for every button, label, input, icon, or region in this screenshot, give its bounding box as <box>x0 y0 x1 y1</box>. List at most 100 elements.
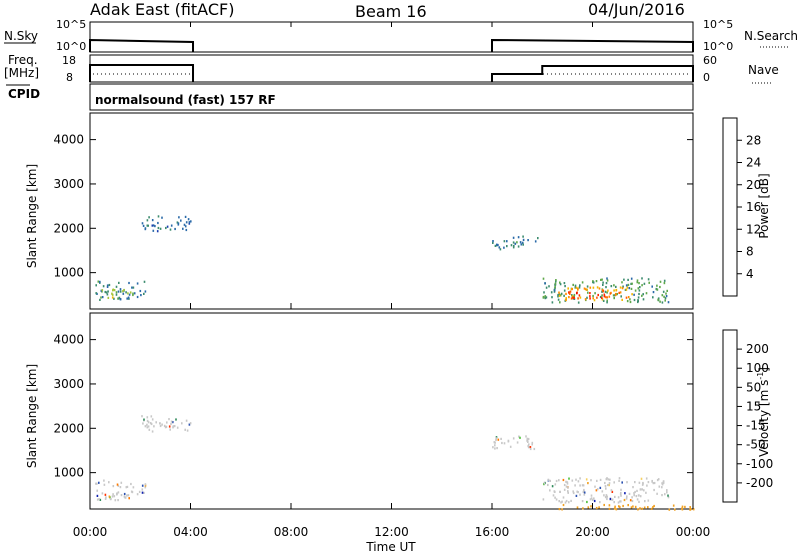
nave-label: Nave <box>748 63 779 77</box>
power-scale-label-4: 20 <box>746 178 761 192</box>
velocity-cell-2-12 <box>531 443 533 446</box>
power-cell-4-10 <box>594 292 596 295</box>
power-cell-4-13 <box>553 290 556 293</box>
power-cell-0-49 <box>113 297 115 300</box>
velocity-cell-0-33 <box>109 498 112 501</box>
velocity-cell-3-54 <box>565 480 567 483</box>
power-cell-0-34 <box>140 294 142 297</box>
velocity-cell-3-157 <box>603 494 605 497</box>
power-cell-0-29 <box>132 293 134 297</box>
power-cell-4-50 <box>606 299 608 302</box>
power-cell-2-30 <box>146 224 149 227</box>
velocity-scale-label-1: -100 <box>746 457 773 471</box>
velocity-cell-0-48 <box>131 491 134 494</box>
power-cell-5-46 <box>606 296 608 299</box>
power-cell-3-23 <box>512 241 515 244</box>
power-cell-6-10 <box>589 292 591 295</box>
velocity-cell-3-61 <box>605 487 607 490</box>
velocity-cell-3-2 <box>667 496 670 499</box>
power-cell-2-27 <box>169 228 172 231</box>
power-cell-4-34 <box>573 293 576 297</box>
power-cell-4-139 <box>602 281 604 284</box>
power-cell-4-26 <box>613 284 615 287</box>
velocity-cell-4-16 <box>561 508 563 511</box>
power-cell-4-43 <box>601 290 603 293</box>
power-cell-0-4 <box>128 297 130 300</box>
velocity-cell-3-151 <box>564 501 567 504</box>
velocity-cell-3-67 <box>638 500 640 503</box>
power-cell-0-15 <box>139 289 142 293</box>
power-cell-4-121 <box>555 280 557 283</box>
velocity-cell-1-23 <box>147 425 150 428</box>
velocity-cell-1-33 <box>161 423 163 426</box>
power-cell-2-14 <box>185 228 188 232</box>
power-cell-5-22 <box>631 293 633 296</box>
velocity-cell-3-63 <box>645 491 647 494</box>
power-cell-4-96 <box>579 284 581 287</box>
power-cell-4-103 <box>664 297 667 300</box>
power-cell-5-49 <box>615 292 617 296</box>
power-cell-3-6 <box>492 240 494 243</box>
power-cell-3-16 <box>503 246 505 249</box>
power-cell-4-51 <box>647 278 650 281</box>
velocity-cell-2-16 <box>494 444 496 447</box>
velocity-cell-3-104 <box>646 484 648 487</box>
power-cell-2-17 <box>141 222 144 225</box>
velocity-cell-3-75 <box>661 486 663 489</box>
power-cell-3-14 <box>534 240 537 243</box>
status-traces <box>89 38 694 82</box>
velocity-cell-3-150 <box>618 477 621 480</box>
velocity-cell-0-36 <box>126 485 129 488</box>
velocity-cell-3-91 <box>590 497 593 500</box>
power-cell-0-28 <box>105 291 108 294</box>
power-cell-3-3 <box>517 245 520 248</box>
date-title: 04/Jun/2016 <box>588 0 685 19</box>
power-cell-4-128 <box>621 281 623 284</box>
velocity-cell-3-30 <box>552 494 555 497</box>
velocity-cell-0-27 <box>103 483 106 486</box>
velocity-cell-3-139 <box>543 482 546 485</box>
velocity-cell-3-153 <box>634 481 636 484</box>
velocity-cell-3-57 <box>604 496 607 499</box>
velocity-cell-2-31 <box>531 441 534 444</box>
velocity-cell-3-152 <box>636 489 638 492</box>
power-cell-2-8 <box>182 227 184 230</box>
power-cell-4-144 <box>551 301 554 304</box>
power-cell-1-8 <box>123 288 125 292</box>
velocity-cell-3-26 <box>575 478 577 481</box>
power-cell-5-14 <box>625 288 628 291</box>
velocity-cell-3-15 <box>624 492 626 495</box>
power-cell-4-74 <box>557 298 560 301</box>
power-cell-4-12 <box>616 293 618 296</box>
velocity-ylabel: Slant Range [km] <box>25 364 39 468</box>
power-cell-4-73 <box>638 292 640 296</box>
power-cell-0-42 <box>106 293 109 296</box>
power-cell-3-28 <box>514 242 517 245</box>
power-cell-4-132 <box>652 291 655 294</box>
power-cell-0-46 <box>95 284 97 287</box>
velocity-cell-0-39 <box>117 499 119 502</box>
velocity-cell-2-28 <box>501 441 503 445</box>
power-cell-4-19 <box>559 301 561 304</box>
power-cell-0-48 <box>131 286 133 289</box>
power-cell-5-30 <box>625 296 628 299</box>
velocity-cell-3-31 <box>621 481 623 484</box>
nsearch-label: N.Search <box>744 29 798 43</box>
power-cell-4-56 <box>641 284 643 287</box>
velocity-cell-3-21 <box>581 500 584 503</box>
power-cell-4-129 <box>545 286 548 289</box>
velocity-cell-2-0 <box>494 447 496 450</box>
power-cell-6-1 <box>569 290 572 293</box>
velocity-cell-3-27 <box>554 496 556 499</box>
power-cell-4-66 <box>648 281 650 284</box>
velocity-cell-1-11 <box>168 425 171 428</box>
velocity-cell-4-13 <box>608 504 611 507</box>
power-cell-4-138 <box>544 295 547 298</box>
power-scale-label-0: 4 <box>746 267 754 281</box>
velocity-cell-3-155 <box>618 479 620 482</box>
velocity-cell-4-32 <box>576 506 579 509</box>
velocity-cell-4-35 <box>690 508 692 511</box>
power-cell-0-5 <box>106 285 109 288</box>
velocity-cell-2-20 <box>525 435 527 438</box>
power-cell-4-33 <box>642 293 644 296</box>
